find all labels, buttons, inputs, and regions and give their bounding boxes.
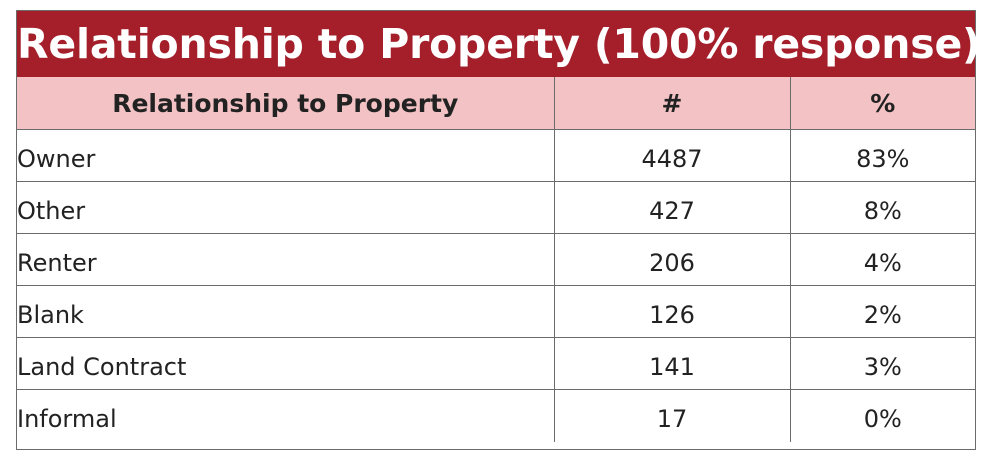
column-header-count: #: [554, 77, 791, 130]
data-table: Relationship to Property # % Owner 4487 83…: [17, 77, 975, 442]
table-row: Owner 4487 83%: [17, 129, 975, 182]
row-count: 126: [554, 285, 791, 338]
row-percent: 8%: [790, 181, 975, 234]
relationship-table: Relationship to Property (100% response)…: [16, 10, 981, 450]
table-title: Relationship to Property (100% response): [17, 11, 981, 77]
row-label: Owner: [17, 129, 555, 182]
row-percent: 2%: [790, 285, 975, 338]
row-label: Renter: [17, 233, 555, 286]
column-header-percent: %: [790, 77, 975, 130]
row-count: 17: [554, 389, 791, 442]
row-count: 4487: [554, 129, 791, 182]
row-percent: 3%: [790, 337, 975, 390]
row-count: 427: [554, 181, 791, 234]
table-body: Owner 4487 83% Other 427 8% Renter 206 4% Blank 12…: [17, 129, 975, 442]
table-row: Informal 17 0%: [17, 389, 975, 442]
row-label: Land Contract: [17, 337, 555, 390]
header-row: Relationship to Property # %: [17, 77, 975, 130]
table-row: Blank 126 2%: [17, 285, 975, 338]
row-label: Informal: [17, 389, 555, 442]
row-label: Other: [17, 181, 555, 234]
row-label: Blank: [17, 285, 555, 338]
row-percent: 0%: [863, 404, 902, 433]
table-row: Land Contract 141 3%: [17, 337, 975, 390]
row-percent: 83%: [790, 129, 975, 182]
table-row: Other 427 8%: [17, 181, 975, 234]
row-count: 206: [554, 233, 791, 286]
row-count: 141: [554, 337, 791, 390]
table-row: Renter 206 4%: [17, 233, 975, 286]
column-header-relationship: Relationship to Property: [17, 77, 555, 130]
row-percent: 4%: [790, 233, 975, 286]
